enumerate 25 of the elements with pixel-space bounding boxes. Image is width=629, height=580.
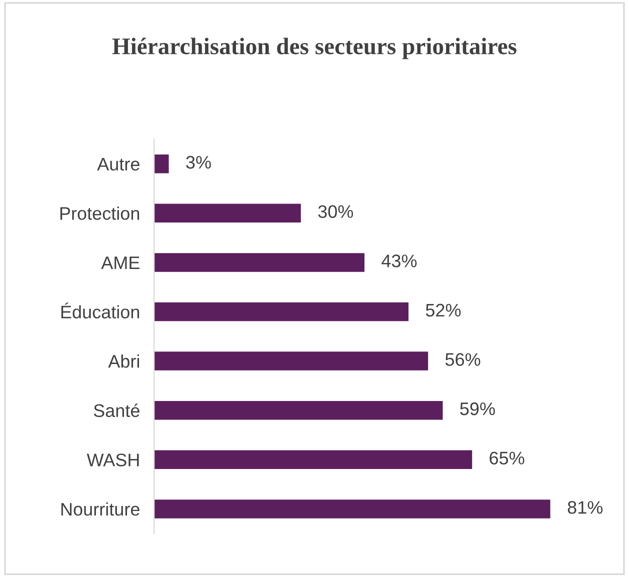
data-label: 43% [382,254,417,268]
y-tick-label: Abri [108,354,139,368]
data-label: 65% [490,452,524,464]
y-tick-label: Protection [60,206,140,220]
bar [154,500,550,518]
data-label: 59% [460,402,495,416]
data-label: 52% [426,304,461,317]
y-tick-label: WASH [86,454,139,466]
y-tick-label: Éducation [61,302,140,318]
y-tick-label: Autre [97,158,140,171]
bar [154,204,301,223]
bar [154,253,364,272]
data-label: 3% [186,156,211,169]
data-label: 81% [568,501,603,514]
bar [154,400,443,420]
data-label: 56% [445,353,480,366]
bar [154,450,472,470]
y-tick-label: AME [101,256,140,269]
y-tick-label: Nourriture [61,502,140,516]
bar [154,154,169,174]
bar [154,302,408,322]
chart-title: Hiérarchisation des secteurs prioritaires [112,38,516,60]
bar [154,352,428,370]
y-tick-label: Santé [94,404,140,418]
data-label: 30% [318,205,354,218]
